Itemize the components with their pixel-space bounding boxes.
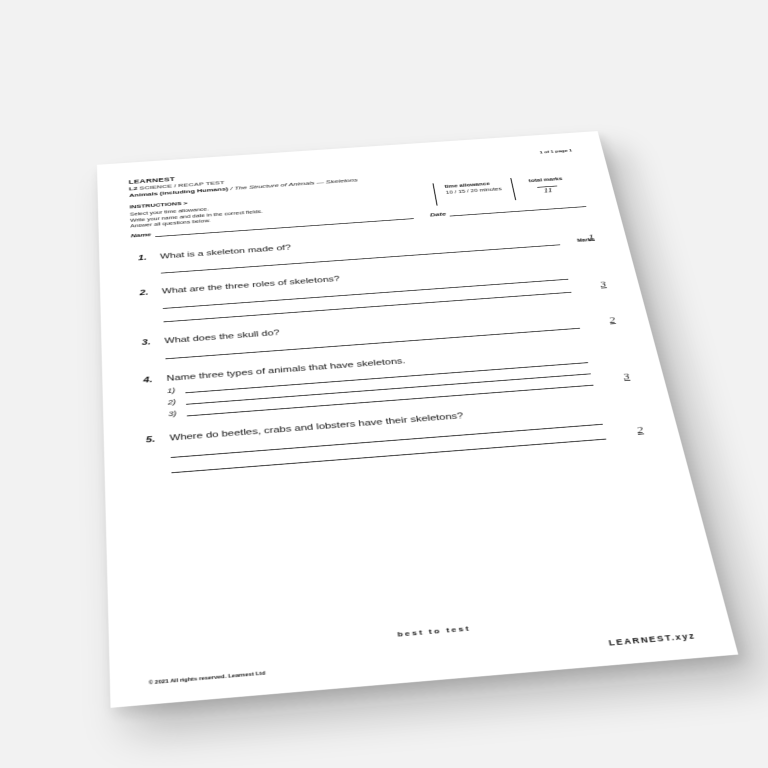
date-label: Date [430,211,447,218]
page-footer: © 2021 All rights reserved. Learnest Ltd… [148,631,696,686]
question-marks: 3 [582,280,607,292]
question-marks: 2 [591,315,617,327]
subpart-label: 1) [167,387,181,395]
time-allowance-col: time allowance 10 / 15 / 20 minutes [433,178,516,206]
subpart-label: 2) [168,398,183,406]
chevron-right-icon: > [183,200,188,206]
copyright-text: © 2021 All rights reserved. Learnest Ltd [148,671,265,686]
question-number: 1. [132,254,147,263]
question-number: 3. [135,338,151,347]
question-marks: 2 [618,425,645,439]
meta-box: time allowance 10 / 15 / 20 minutes tota… [432,173,583,205]
footer-site: LEARNEST.xyz [608,631,697,647]
total-marks-col: total marks 11 [511,173,583,200]
questions-list: 1. What is a skeleton made of? 1 2. What… [132,223,645,476]
page-scene: 1 of 1 page 1 LEARNEST L2 SCIENCE / RECA… [104,14,664,754]
level-code: L2 [129,186,138,192]
question-number: 5. [139,435,156,445]
name-label: Name [131,232,152,239]
question-number: 2. [133,289,149,298]
total-label: total marks [523,177,569,184]
subpart-label: 3) [168,410,183,418]
question-number: 4. [136,376,152,386]
worksheet-page: 1 of 1 page 1 LEARNEST L2 SCIENCE / RECA… [97,131,738,708]
footer-motto: best to test [397,624,471,638]
question-marks: 3 [605,372,631,385]
total-value: 11 [537,186,559,195]
